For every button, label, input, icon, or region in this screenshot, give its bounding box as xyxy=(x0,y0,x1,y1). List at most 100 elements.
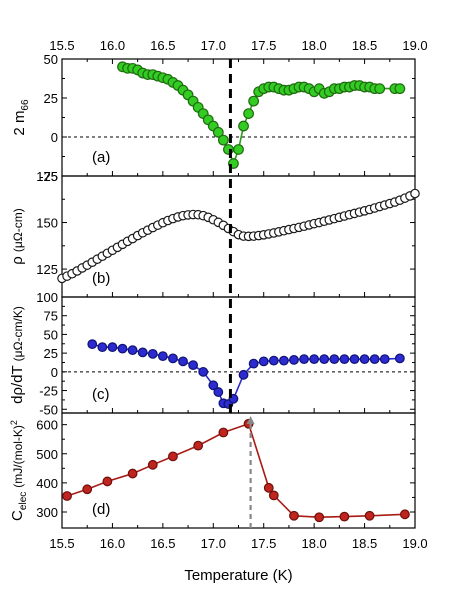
plot-frame xyxy=(61,412,416,529)
x-axis-label: Temperature (K) xyxy=(184,567,292,584)
data-point xyxy=(157,351,168,362)
data-point xyxy=(82,484,93,495)
y-tick-label: 150 xyxy=(36,216,58,231)
panel-label: (a) xyxy=(92,149,110,166)
y-tick-label: 175 xyxy=(36,169,58,184)
y-axis-label: dρ/dT(μΩ-cm/K) xyxy=(9,306,26,404)
x-tick-label-top: 18.0 xyxy=(301,38,326,53)
data-point xyxy=(329,354,340,365)
data-point xyxy=(127,345,138,356)
y-tick-label: 500 xyxy=(36,447,58,462)
data-point xyxy=(278,355,289,366)
x-tick-label: 17.0 xyxy=(201,536,226,551)
y-tick-label: -25 xyxy=(39,169,58,184)
data-point xyxy=(248,358,259,369)
data-point xyxy=(147,348,158,359)
plot-frame xyxy=(61,58,416,177)
y-tick-label: 75 xyxy=(44,309,58,324)
x-tick-label-top: 15.5 xyxy=(49,38,74,53)
x-tick-label: 16.0 xyxy=(100,536,125,551)
y-tick-label: 25 xyxy=(44,91,58,106)
data-point xyxy=(147,459,158,470)
y-tick-label: 50 xyxy=(44,52,58,67)
peak-arrow-head xyxy=(246,416,255,424)
data-point xyxy=(410,188,420,199)
x-tick-label-top: 19.0 xyxy=(402,38,427,53)
panel-label: (b) xyxy=(92,270,110,287)
data-point xyxy=(233,144,244,155)
data-point xyxy=(309,354,320,365)
data-point xyxy=(319,354,330,365)
data-point xyxy=(243,108,254,119)
data-point xyxy=(137,347,148,358)
data-point xyxy=(359,354,370,365)
data-point xyxy=(268,490,279,501)
data-point xyxy=(238,369,249,380)
y-tick-label: 600 xyxy=(36,418,58,433)
transition-marker-group xyxy=(228,59,255,528)
y-tick-label: -25 xyxy=(39,384,58,399)
data-point xyxy=(213,387,224,397)
data-point xyxy=(364,510,375,521)
panel-label: (c) xyxy=(92,386,110,403)
x-tick-label: 17.5 xyxy=(251,536,276,551)
y-tick-label: 0 xyxy=(51,365,58,380)
x-axis-group: 15.5 15.5 16.0 16.0 16.5 16.5 17.0 17.0 17.5 17.5… xyxy=(49,38,427,584)
x-tick-label-top: 16.5 xyxy=(150,38,175,53)
y-tick-label: 50 xyxy=(44,327,58,342)
y-tick-label: 400 xyxy=(36,476,58,491)
y-axis-label: 2 m66 xyxy=(11,99,31,136)
data-point xyxy=(217,134,229,146)
y-tick-label: 25 xyxy=(44,346,58,361)
data-point xyxy=(87,339,98,350)
data-point xyxy=(268,355,279,366)
panels-group: -25 0 25 50 (a) 2 m66 125 150 175 (b) ρ(μΩ-cm) -50 -… xyxy=(9,52,420,529)
data-point xyxy=(127,468,138,479)
data-point xyxy=(339,354,350,365)
data-point xyxy=(107,342,118,353)
data-point xyxy=(289,510,299,521)
y-tick-label: 300 xyxy=(36,505,58,520)
data-point xyxy=(168,353,178,364)
y-axis-label: ρ(μΩ-cm) xyxy=(9,208,26,264)
data-point xyxy=(263,482,274,493)
y-tick-label: -50 xyxy=(39,402,58,417)
data-point xyxy=(369,354,380,365)
data-point xyxy=(299,354,309,365)
x-tick-label: 18.5 xyxy=(352,536,377,551)
x-tick-label-top: 17.0 xyxy=(201,38,226,53)
data-point xyxy=(394,83,406,95)
data-point xyxy=(394,353,405,364)
panel-1: -25 0 25 50 (a) 2 m66 xyxy=(11,52,416,184)
data-point xyxy=(117,343,128,354)
data-point xyxy=(248,95,260,107)
data-point xyxy=(289,354,299,365)
data-point xyxy=(238,120,249,132)
data-point xyxy=(193,440,204,451)
data-point xyxy=(62,491,72,501)
y-axis-label: Celec(mJ/(mol-K)2 xyxy=(9,420,29,521)
data-point xyxy=(212,126,224,138)
x-tick-label-top: 17.5 xyxy=(251,38,276,53)
data-point xyxy=(198,366,209,377)
panel-label: (d) xyxy=(92,501,110,518)
y-tick-label: 125 xyxy=(36,262,58,277)
data-point xyxy=(314,512,325,523)
data-point xyxy=(400,509,410,520)
data-point xyxy=(379,354,390,365)
x-tick-label: 19.0 xyxy=(402,536,427,551)
panel-4: 300 400 500 600 (d) Celec(mJ/(mol-K)2 xyxy=(9,412,416,529)
data-point xyxy=(218,427,229,438)
data-point xyxy=(349,354,360,365)
x-tick-label: 16.5 xyxy=(150,536,175,551)
data-point xyxy=(97,342,108,353)
x-tick-label: 15.5 xyxy=(49,536,74,551)
data-point xyxy=(102,476,113,487)
data-point xyxy=(178,356,188,367)
x-tick-label-top: 18.5 xyxy=(352,38,377,53)
y-tick-label: 0 xyxy=(51,130,58,145)
x-tick-label-top: 16.0 xyxy=(100,38,125,53)
data-point xyxy=(258,356,269,367)
y-tick-label: 100 xyxy=(36,290,58,305)
